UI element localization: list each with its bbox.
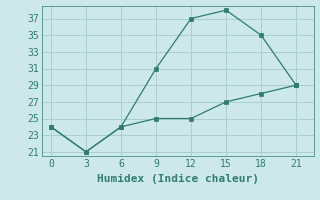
X-axis label: Humidex (Indice chaleur): Humidex (Indice chaleur) bbox=[97, 174, 259, 184]
